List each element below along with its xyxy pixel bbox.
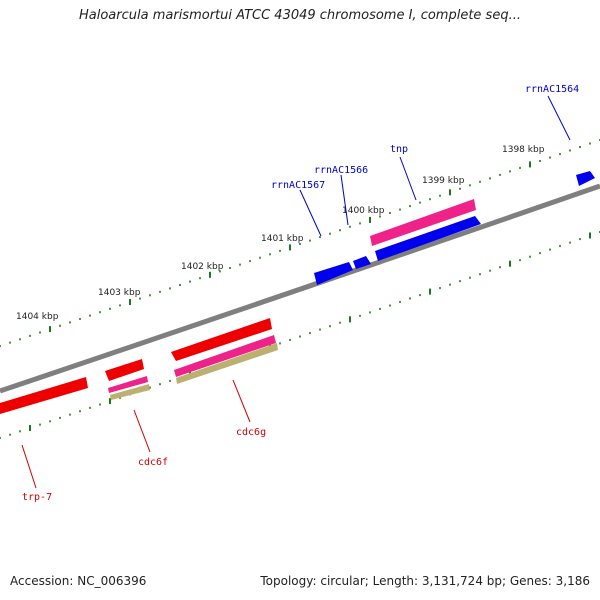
kbp-label-1403: 1403 kbp [98,288,141,298]
leader-rrnAC1566 [340,174,349,226]
leader-trp-7 [21,444,37,489]
gene-label-rrnAC1564[interactable]: rrnAC1564 [525,84,579,95]
gene-arrow-tnp[interactable] [375,216,481,261]
gene-arrow-rrnAC1564[interactable] [576,171,595,186]
outer-tick-row [0,139,600,347]
gene-arrow-trp-7[interactable] [0,377,88,414]
chromosome-backbone [0,183,600,394]
gene-arrow-rrnAC1567[interactable] [314,262,353,285]
forward-strand-features [314,171,595,285]
gene-label-cdc6f[interactable]: cdc6f [138,457,168,468]
accession-text: Accession: NC_006396 [10,574,147,588]
inner-tick-row [0,231,600,439]
leader-rrnAC1567 [299,189,322,237]
kbp-label-1401: 1401 kbp [261,234,304,244]
gene-arrow-rrnAC1566[interactable] [353,256,371,269]
kbp-label-1399: 1399 kbp [422,176,465,186]
kbp-label-1402: 1402 kbp [181,262,224,272]
gene-label-cdc6g[interactable]: cdc6g [236,427,266,438]
leader-cdc6f [133,409,151,453]
topology-summary: Topology: circular; Length: 3,131,724 bp… [260,574,590,588]
leader-cdc6g [232,379,251,423]
gene-label-rrnAC1567[interactable]: rrnAC1567 [271,180,325,191]
gene-label-tnp[interactable]: tnp [390,144,408,155]
kbp-label-1400: 1400 kbp [342,206,385,216]
label-leader-lines [21,95,571,489]
kbp-labels: 1398 kbp 1399 kbp 1400 kbp 1401 kbp 1402… [16,145,545,322]
gene-arrow-cdc6f[interactable] [105,359,144,381]
rna-feature-tnp[interactable] [370,199,476,246]
leader-tnp [399,156,417,201]
gene-labels: rrnAC1564 tnp rrnAC1566 rrnAC1567 trp-7 … [22,84,579,503]
olive-feature-cdc6g[interactable] [176,343,278,384]
map-title: Haloarcula marismortui ATCC 43049 chromo… [79,8,521,23]
kbp-label-1404: 1404 kbp [16,312,59,322]
gene-label-trp-7[interactable]: trp-7 [22,492,52,503]
gene-label-rrnAC1566[interactable]: rrnAC1566 [314,165,368,176]
rna-feature-cdc6f[interactable] [108,376,148,393]
rna-feature-cdc6g[interactable] [174,335,276,377]
leader-rrnAC1564 [547,95,571,141]
kbp-label-1398: 1398 kbp [502,145,545,155]
reverse-strand-features [0,318,278,414]
olive-feature-cdc6f[interactable] [110,384,150,400]
gene-arrow-cdc6g[interactable] [171,318,272,361]
